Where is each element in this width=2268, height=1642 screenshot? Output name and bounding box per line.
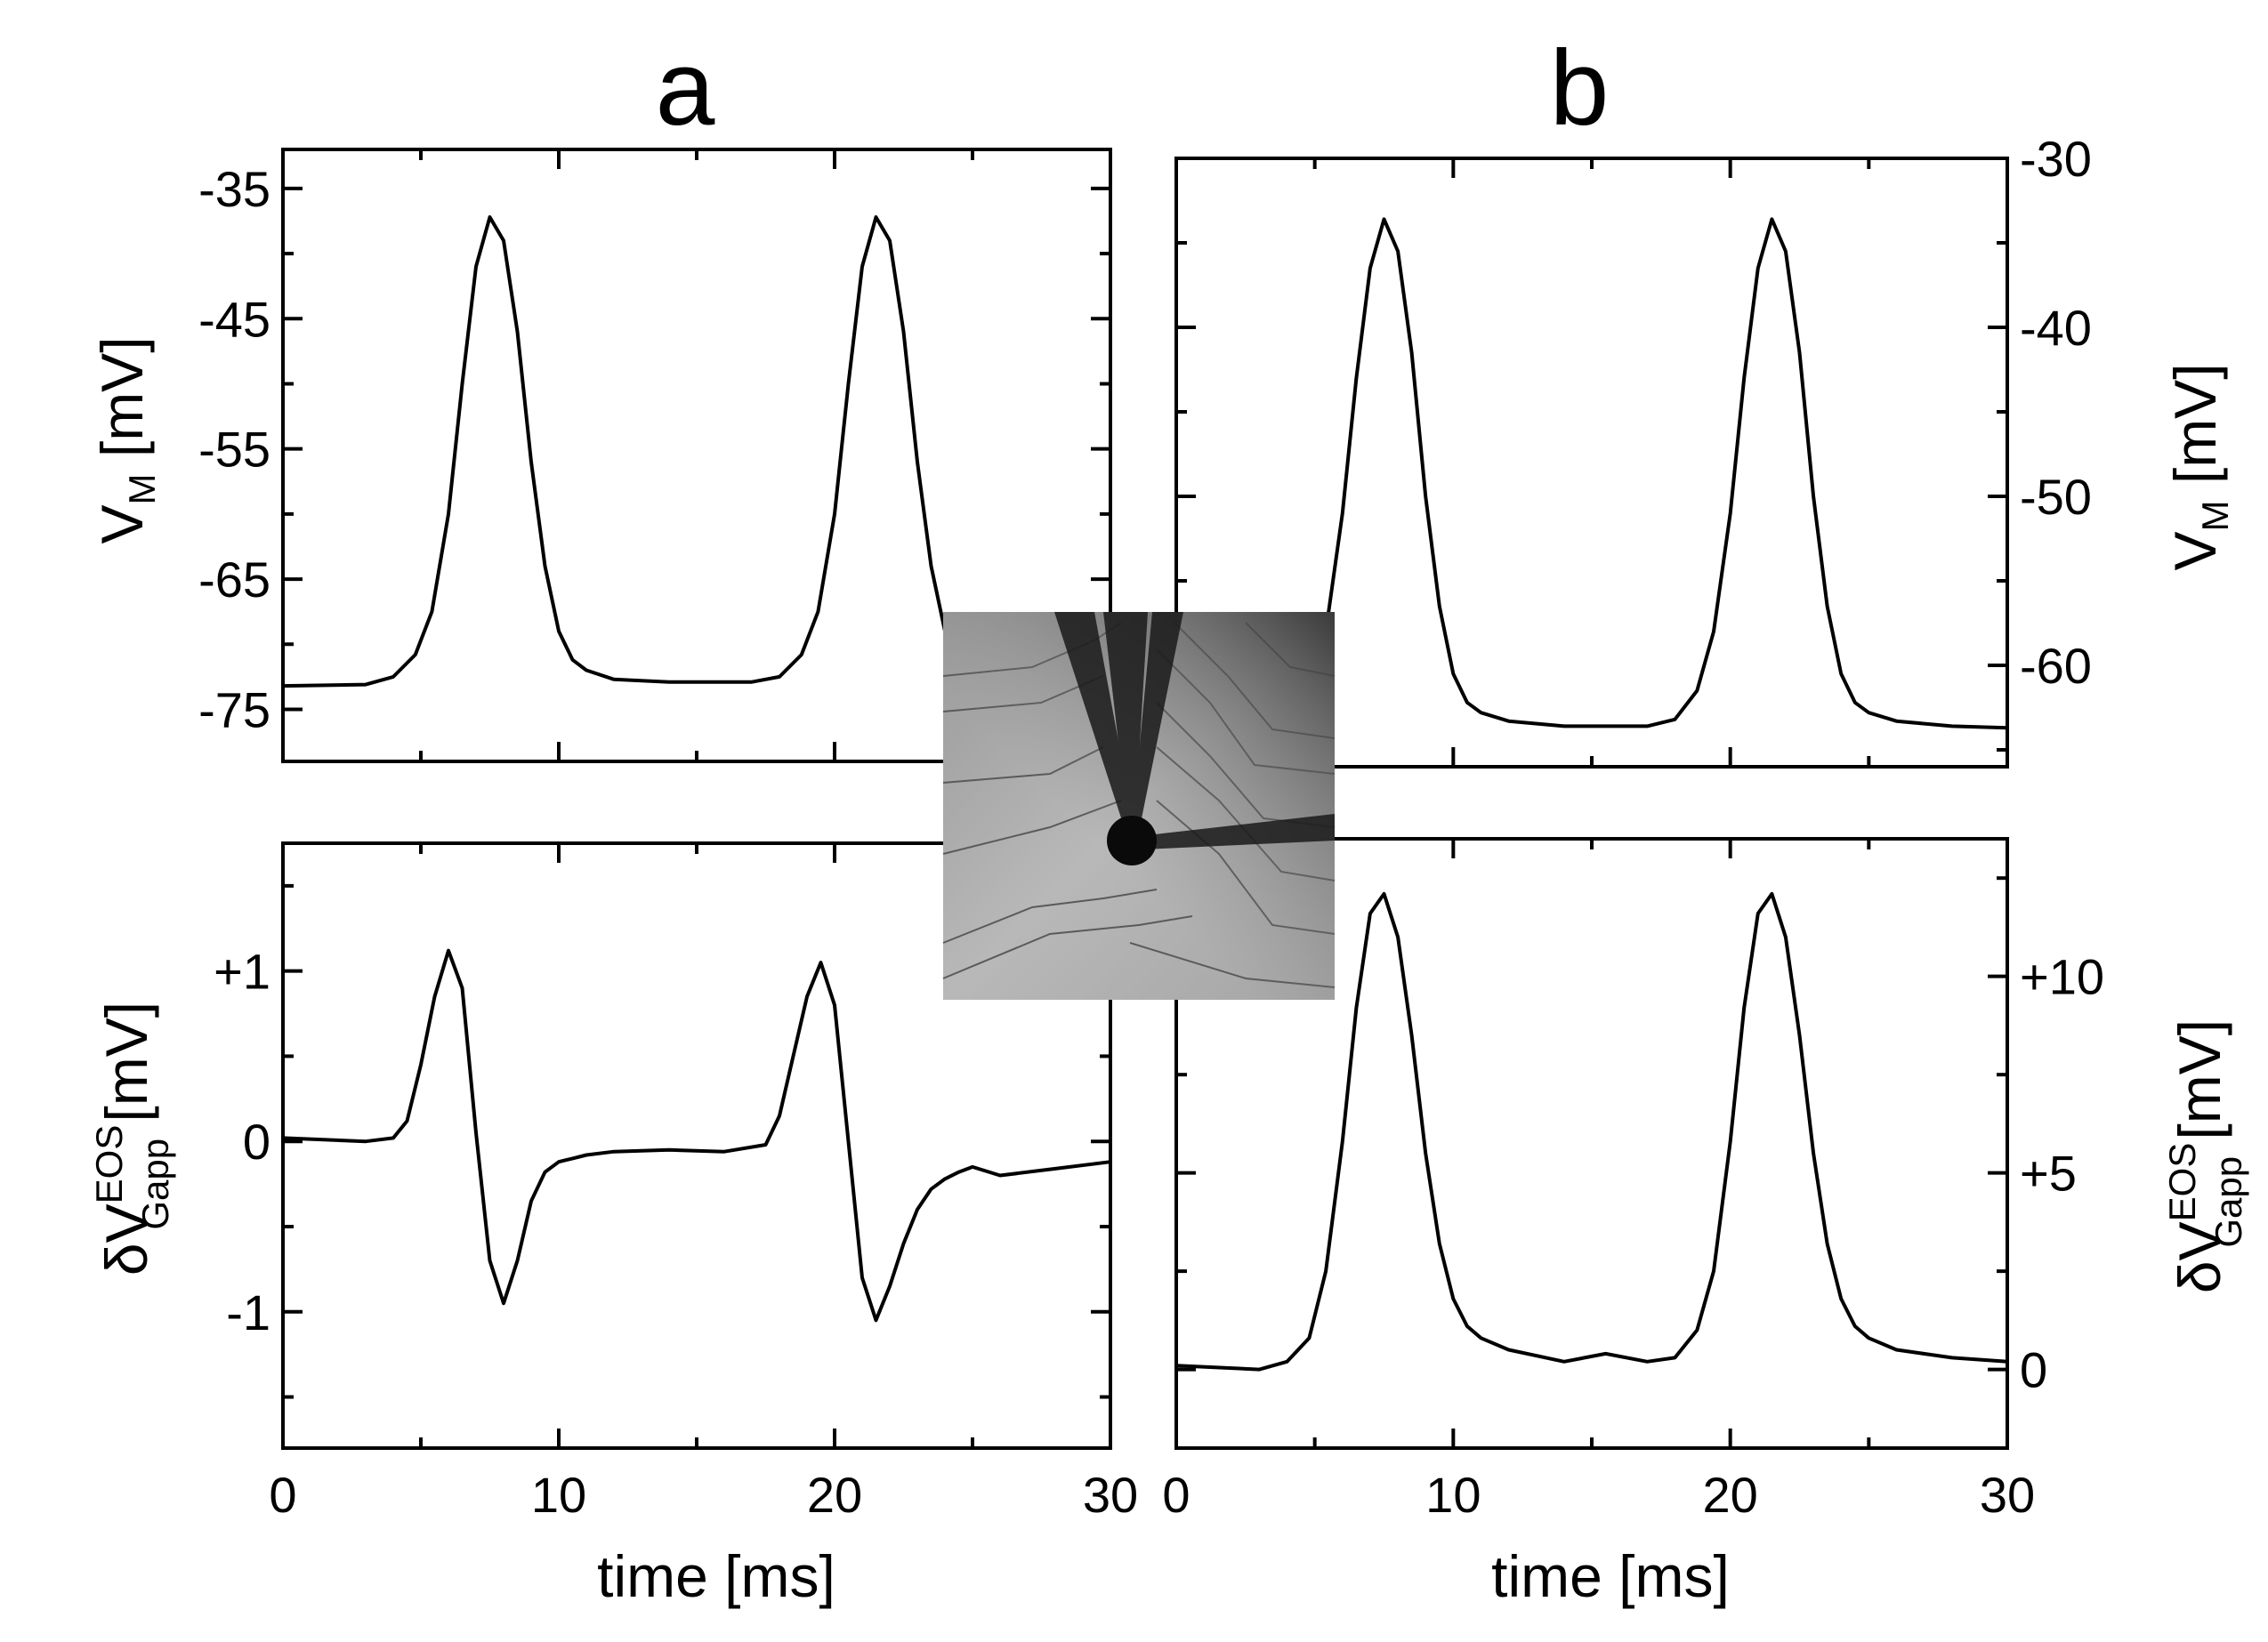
- plot-a-gap-voltage: 0 10 20 30 +1 0 -1: [214, 841, 1138, 1523]
- xlabel-a: time [ms]: [597, 1543, 835, 1609]
- y-tick-label: -60: [2020, 638, 2092, 694]
- y-tick-label: -30: [2020, 131, 2092, 187]
- y-tick-label: -50: [2020, 469, 2092, 525]
- xlabel-b: time [ms]: [1491, 1543, 1730, 1609]
- y-tick-label: 0: [2020, 1342, 2047, 1398]
- series-line: [1174, 217, 2009, 732]
- ylabel-b-top: VM [mV]: [2162, 363, 2236, 570]
- series-line: [281, 215, 974, 688]
- x-tick-label: 0: [269, 1467, 296, 1523]
- y-tick-label: +10: [2020, 949, 2104, 1005]
- x-tick-label: 0: [1162, 1467, 1190, 1523]
- y-tick-label: +1: [214, 944, 270, 1000]
- micrograph-inset: [942, 612, 1336, 1000]
- micrograph-pipettes: [1054, 612, 1335, 849]
- ylabel-a-top: VM [mV]: [89, 336, 163, 543]
- y-tick-label: -40: [2020, 300, 2092, 356]
- plot-b-membrane-voltage: -30 -40 -50 -60: [1174, 131, 2092, 769]
- plot-a-membrane-voltage: -35 -45 -55 -65 -75: [198, 148, 1112, 763]
- neuron-cell-body: [1107, 816, 1157, 865]
- plot-b-gap-voltage: 0 10 20 30 +10 +5 0: [1162, 837, 2104, 1523]
- y-tick-label: -55: [198, 422, 270, 478]
- x-tick-label: 20: [807, 1467, 862, 1523]
- x-tick-label: 10: [1425, 1467, 1481, 1523]
- y-tick-label: -35: [198, 161, 270, 217]
- panel-label-a: a: [656, 28, 715, 148]
- x-tick-label: 10: [531, 1467, 586, 1523]
- y-tick-label: +5: [2020, 1146, 2077, 1202]
- ylabel-b-bottom: δVEOS Gapp [mV]: [2161, 1019, 2249, 1293]
- ylabel-a-bottom: δVEOS Gapp [mV]: [88, 1002, 176, 1276]
- series-line: [281, 948, 1112, 1323]
- x-tick-label: 30: [1980, 1467, 2035, 1523]
- panel-label-b: b: [1550, 28, 1610, 148]
- y-tick-label: -65: [198, 551, 270, 608]
- x-tick-label: 30: [1083, 1467, 1138, 1523]
- y-tick-label: -45: [198, 291, 270, 347]
- series-line: [1174, 891, 2009, 1372]
- y-tick-label: -75: [198, 681, 270, 737]
- y-tick-label: -1: [226, 1284, 270, 1340]
- y-tick-label: 0: [243, 1114, 270, 1170]
- x-tick-label: 20: [1703, 1467, 1758, 1523]
